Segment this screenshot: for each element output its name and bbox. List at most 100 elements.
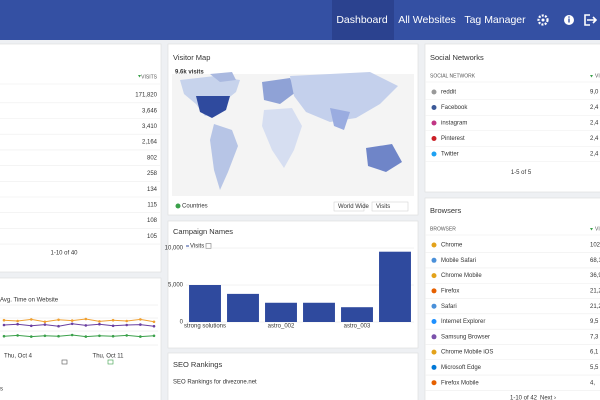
evolution-line [3,318,155,323]
widget-seo [167,352,419,400]
annotation-icon [61,359,68,365]
evolution-point [125,334,129,337]
visits-value: 134 [147,187,158,193]
next-link[interactable]: Next › [540,396,556,400]
evolution-point [2,334,6,338]
evolution-point [2,318,6,322]
nav-all-websites[interactable]: All Websites [398,14,456,26]
help-icon[interactable] [564,15,574,25]
row-label[interactable]: Firefox [441,288,459,294]
row-value: 21,2 [590,304,600,310]
top-nav [0,0,600,40]
row-icon [431,380,437,386]
row-label[interactable]: Chrome Mobile [441,273,482,279]
visits-value: 3,410 [142,124,158,130]
column-header: VISI [595,226,600,232]
bar [265,302,297,322]
nav-tag-manager[interactable]: Tag Manager [464,14,526,26]
row-label[interactable]: Firefox Mobile [441,380,479,386]
row-label[interactable]: reddit [441,90,456,96]
row-value: 36,9 [590,273,600,279]
visits-value: 258 [147,171,158,177]
row-value: 68,1 [590,258,600,264]
row-value: 4, [590,380,595,386]
row-label[interactable]: Chrome Mobile iOS [441,350,493,356]
column-header: VISITS [141,74,158,80]
evolution-point [29,324,33,328]
settings-icon[interactable] [537,14,549,26]
pagination: 1-5 of 5 [511,170,532,176]
row-label[interactable]: Chrome [441,243,463,249]
y-tick-label: 0 [180,320,184,326]
evolution-point [43,334,47,338]
row-icon [431,273,437,279]
evolution-point [125,319,129,323]
evolution-point [111,318,115,322]
metric-select[interactable]: Visits [376,204,390,210]
sort-arrow [138,75,141,78]
evolution-point [43,323,47,326]
evolution-point [98,320,101,323]
evolution-point [84,317,88,321]
evolution-point [70,322,74,326]
evolution-point [111,334,115,338]
sort-arrow [590,228,593,231]
column-header: SOCIAL NETWORK [430,73,476,79]
pagination: 1-10 of 42 [510,396,538,400]
row-label[interactable]: instagram [441,121,467,127]
widget-title: Campaign Names [173,227,233,236]
row-label[interactable]: Internet Explorer [441,319,485,325]
row-value: 9,5 [590,319,599,325]
evolution-point [70,333,74,337]
row-icon [431,105,437,110]
row-value: 21,2 [590,288,600,294]
evolution-point [84,335,88,338]
bar [189,285,221,322]
row-label[interactable]: Safari [441,304,457,310]
visits-value: 2,164 [142,140,158,146]
y-tick-label: 5,000 [168,283,184,289]
widget-title: SEO Rankings [173,360,222,369]
map-summary: 9.6k visits [175,70,204,76]
widget-browsers [424,197,600,400]
row-value: 2,4 [590,152,599,158]
visits-value: 105 [147,234,158,240]
bar [341,307,373,322]
logout-icon[interactable] [584,14,598,26]
x-tick-label: Thu, Oct 11 [93,354,125,360]
row-label[interactable]: Microsoft Edge [441,365,482,371]
row-icon [431,349,437,355]
visits-value: 3,646 [142,108,158,114]
widget-referrers [0,43,162,273]
map-view[interactable]: Countries [182,204,208,210]
row-icon [431,288,437,294]
region-select[interactable]: World Wide [338,204,370,210]
x-tick-label: astro_002 [268,324,295,330]
row-value: 9,0 [590,90,599,96]
pagination: 1-10 of 40 [50,251,78,257]
evolution-point [84,324,88,327]
visits-value: 171,820 [135,93,157,99]
row-value: 6,1 [590,350,599,356]
row-label[interactable]: Samsung Browser [441,334,490,340]
row-label[interactable]: Pinterest [441,136,465,142]
row-icon [431,364,437,370]
legend-entry: Avg. Time on Website [0,298,59,304]
evolution-line [3,323,155,327]
evolution-line [3,334,155,338]
evolution-point [43,320,47,324]
x-tick-label: astro_003 [344,324,371,330]
row-label[interactable]: Facebook [441,105,468,111]
bar [227,293,259,322]
row-label[interactable]: Mobile Safari [441,258,476,264]
row-value: 7,3 [590,334,599,340]
visits-value: 108 [147,218,158,224]
nav-dashboard[interactable]: Dashboard [336,14,388,26]
export-icon[interactable] [205,243,212,249]
row-label[interactable]: Twitter [441,152,459,158]
world-map [172,72,414,196]
row-value: 2,4 [590,136,599,142]
widget-evolution [0,277,162,400]
evolution-point [16,322,19,326]
row-value: 5,5 [590,365,599,371]
